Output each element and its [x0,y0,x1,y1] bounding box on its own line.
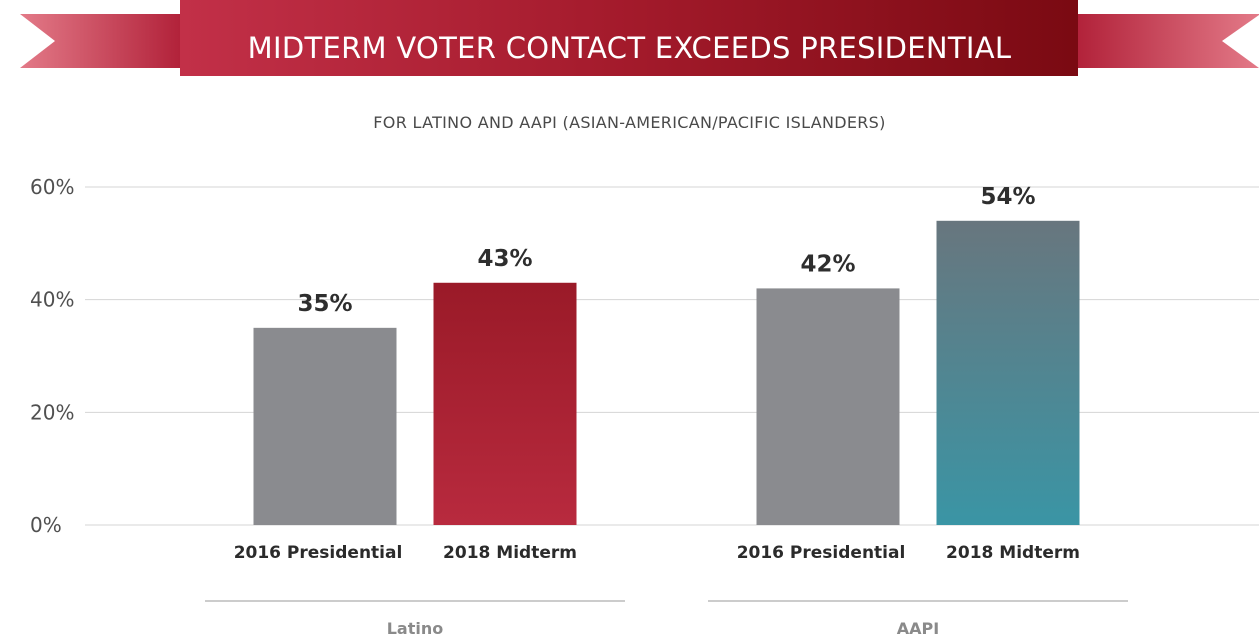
x-tick-label: 2018 Midterm [443,543,577,563]
y-tick-label: 60% [30,175,74,199]
banner-body [180,0,1078,76]
y-tick-label: 20% [30,400,74,424]
x-tick-label: 2016 Presidential [737,543,906,563]
data-label: 54% [980,184,1035,210]
data-label: 35% [297,291,352,317]
banner-tail-left [20,14,180,68]
group-label: AAPI [897,619,939,638]
banner-tail-right [1078,14,1259,68]
bar [253,327,397,525]
x-tick-label: 2018 Midterm [946,543,1080,563]
chart-title: MIDTERM VOTER CONTACT EXCEEDS PRESIDENTI… [247,31,1012,65]
title-banner [20,0,1259,76]
bar [936,220,1080,526]
chart-subtitle: FOR LATINO AND AAPI (ASIAN-AMERICAN/PACI… [373,113,886,132]
group-label: Latino [387,619,444,638]
y-tick-label: 40% [30,288,74,312]
bar [433,282,577,525]
y-tick-label: 0% [30,513,62,537]
data-label: 42% [800,251,855,277]
bar [756,288,900,525]
data-label: 43% [477,246,532,272]
x-tick-label: 2016 Presidential [234,543,403,563]
